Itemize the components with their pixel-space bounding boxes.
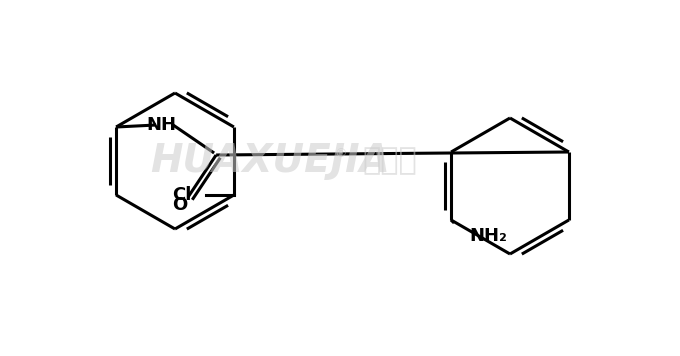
Text: NH: NH [146, 116, 176, 134]
Text: O: O [173, 196, 188, 214]
Text: 化学加: 化学加 [362, 147, 418, 176]
Text: Cl: Cl [173, 186, 192, 204]
Text: NH₂: NH₂ [469, 227, 507, 245]
Text: HUAXUEJIA: HUAXUEJIA [150, 142, 390, 180]
Text: ®: ® [334, 147, 346, 161]
